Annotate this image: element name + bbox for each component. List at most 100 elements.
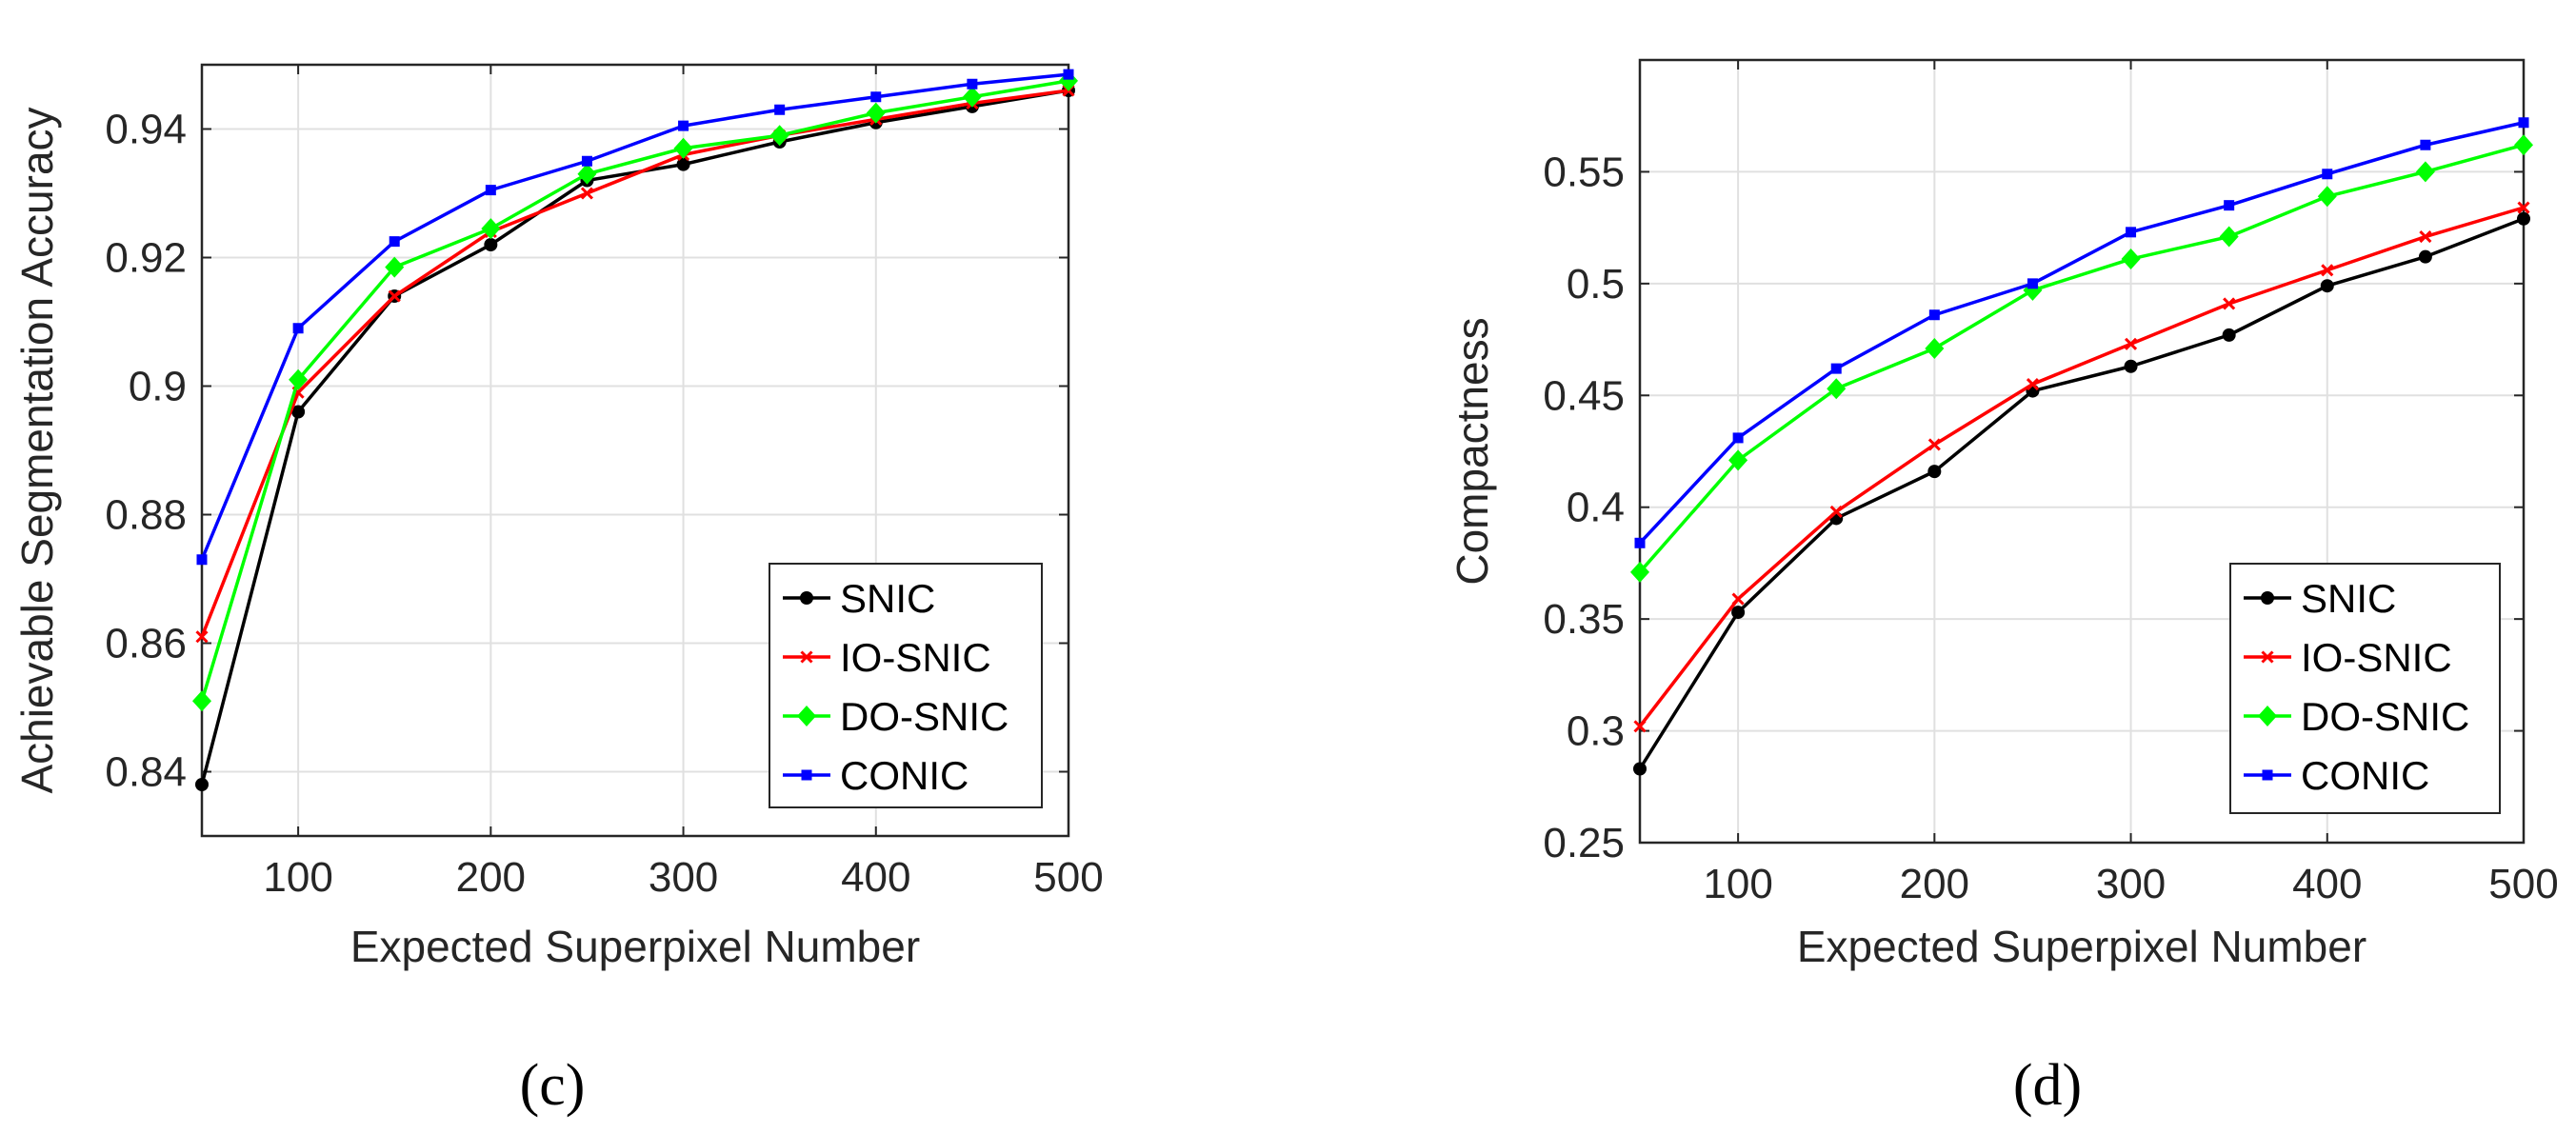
chart-2-point-conic	[1928, 309, 1940, 321]
chart-2-point-io-snic	[2419, 229, 2432, 244]
chart-1-legend: SNIC IO-SNIC DO-SNIC CONIC	[769, 563, 1043, 808]
chart-2-point-io-snic	[1633, 720, 1647, 733]
chart-1-legend-label-io-snic: IO-SNIC	[840, 635, 991, 680]
chart-1-series-conic	[196, 69, 1074, 566]
chart-2-point-io-snic	[1927, 438, 1941, 451]
chart-2-point-conic	[1830, 363, 1842, 374]
chart-1-point-conic	[870, 91, 882, 103]
chart-2-y-tick-label: 0.3	[1567, 708, 1625, 755]
chart-1-legend-marker-do-snic	[797, 706, 816, 726]
chart-1-point-do-snic	[769, 125, 789, 147]
chart-2-point-conic	[1634, 537, 1646, 548]
chart-1-point-conic	[485, 185, 496, 196]
chart-1-x-tick-label: 500	[1033, 854, 1103, 901]
chart-2-point-do-snic	[2514, 134, 2533, 156]
chart-1-point-do-snic	[673, 137, 693, 159]
chart-2-legend-box	[2229, 563, 2501, 814]
chart-1-series-io-snic	[195, 84, 1075, 644]
chart-1-point-conic	[774, 104, 786, 115]
chart-1: 100 200 300 400 500 0.84 0.86 0.88 0.9 0.92 0.94 Ex…	[12, 63, 1104, 1118]
chart-2-legend: SNIC IO-SNIC DO-SNIC CONIC	[2229, 563, 2501, 814]
chart-2-x-tick-label: 200	[1900, 861, 1969, 907]
chart-1-point-do-snic	[481, 218, 501, 240]
chart-1-panel-label: (c)	[520, 1053, 586, 1118]
chart-1-point-conic	[196, 554, 208, 566]
chart-1-point-conic	[581, 155, 592, 167]
chart-2-y-tick-label: 0.25	[1543, 820, 1625, 866]
chart-1-axes-frame	[200, 63, 1070, 838]
chart-1-x-tick-label: 200	[456, 854, 526, 901]
chart-1-point-conic	[967, 78, 978, 90]
chart-2-point-io-snic	[2124, 337, 2138, 350]
chart-2-point-snic	[2124, 359, 2138, 373]
chart-1-point-do-snic	[962, 86, 982, 108]
chart-2-point-do-snic	[2415, 161, 2435, 183]
chart-2-point-do-snic	[1827, 378, 1847, 400]
chart-2-point-snic	[1731, 606, 1746, 620]
chart-2-point-io-snic	[2026, 377, 2040, 391]
chart-1-x-tick-label: 300	[649, 854, 718, 901]
chart-2-panel-label: (d)	[2013, 1053, 2082, 1118]
chart-2-point-snic	[1927, 465, 1942, 479]
chart-2-point-snic	[2222, 328, 2236, 342]
chart-1-x-tick-label: 400	[841, 854, 910, 901]
chart-2-legend-label-conic: CONIC	[2301, 753, 2429, 798]
chart-2-legend-marker-do-snic	[2258, 706, 2277, 726]
chart-1-point-io-snic	[388, 289, 401, 303]
chart-2-point-conic	[2322, 169, 2333, 180]
chart-1-y-tick-label: 0.86	[105, 621, 187, 667]
chart-2-y-tick-label: 0.5	[1567, 261, 1625, 308]
chart-1-point-do-snic	[385, 256, 405, 278]
chart-2-point-io-snic	[2321, 264, 2334, 277]
chart-2-point-snic	[1633, 762, 1647, 776]
chart-2-line-conic	[1638, 121, 2525, 545]
chart-2-y-tick-label: 0.45	[1543, 372, 1625, 419]
chart-1-line-do-snic	[200, 79, 1069, 702]
chart-1-y-tick-label: 0.84	[105, 749, 187, 796]
chart-2-x-tick-label: 300	[2096, 861, 2166, 907]
chart-1-point-io-snic	[580, 187, 594, 200]
chart-2-x-tick-label: 400	[2292, 861, 2362, 907]
chart-2-point-io-snic	[2223, 297, 2236, 310]
chart-1-x-tick-label: 100	[263, 854, 332, 901]
chart-2-y-tick-label: 0.35	[1543, 596, 1625, 643]
chart-1-line-conic	[200, 72, 1069, 561]
chart-1-point-do-snic	[577, 163, 597, 185]
chart-2-legend-label-do-snic: DO-SNIC	[2301, 694, 2469, 739]
chart-1-point-do-snic	[866, 102, 886, 124]
chart-1-legend-marker-conic	[801, 769, 812, 781]
chart-1-point-snic	[676, 157, 690, 171]
chart-2-series-do-snic	[1630, 134, 2533, 583]
chart-2-point-conic	[2027, 278, 2038, 289]
chart-1-y-axis-label: Achievable Segmentation Accuracy	[12, 107, 62, 793]
chart-1-y-tick-label: 0.9	[129, 364, 187, 410]
chart-1-y-tick-label: 0.92	[105, 235, 187, 282]
chart-1-point-snic	[291, 405, 306, 419]
chart-2-legend-label-snic: SNIC	[2301, 576, 2396, 621]
chart-2-point-snic	[2320, 279, 2334, 293]
chart-1-legend-box	[769, 563, 1043, 808]
chart-2-line-io-snic	[1638, 206, 2525, 727]
chart-1-point-do-snic	[289, 368, 309, 390]
chart-1-y-tick-label: 0.88	[105, 492, 187, 539]
chart-1-point-conic	[678, 120, 689, 131]
chart-2-legend-marker-conic	[2262, 769, 2273, 781]
chart-2-series-conic	[1634, 117, 2529, 548]
chart-2-point-io-snic	[2517, 201, 2530, 214]
chart-1-point-do-snic	[192, 690, 211, 712]
chart-2-point-do-snic	[2317, 186, 2337, 208]
chart-1-line-io-snic	[200, 89, 1069, 638]
chart-1-point-snic	[195, 778, 209, 791]
chart-1-legend-label-conic: CONIC	[840, 753, 968, 798]
chart-1-legend-marker-snic	[800, 591, 813, 605]
chart-2-point-do-snic	[1925, 337, 1945, 359]
chart-2-y-tick-label: 0.55	[1543, 149, 1625, 195]
chart-2-legend-marker-snic	[2261, 591, 2274, 605]
chart-2-legend-marker-io-snic	[2261, 650, 2274, 664]
chart-1-point-conic	[1063, 69, 1074, 80]
chart-1-point-io-snic	[195, 630, 209, 644]
chart-1-point-conic	[292, 323, 304, 334]
chart-2-point-conic	[2126, 227, 2137, 238]
chart-2-x-tick-label: 100	[1703, 861, 1772, 907]
